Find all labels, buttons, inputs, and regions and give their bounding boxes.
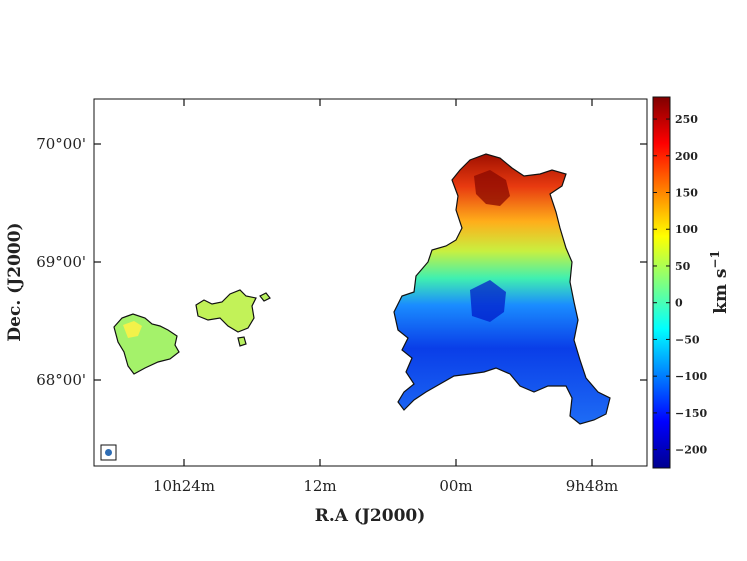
colorbar-tick-label: −200: [675, 444, 708, 457]
main-complex-south-core: [470, 280, 506, 322]
y-tick-label: 69°00': [36, 253, 86, 271]
central-west-clump: [195, 289, 257, 333]
colorbar-tick-label: 200: [675, 150, 698, 163]
colorbar-tick-label: 100: [675, 223, 698, 236]
y-tick-label: 70°00': [36, 135, 86, 153]
colorbar-tick-label: 250: [675, 113, 698, 126]
colorbar: [652, 96, 671, 469]
colorbar-tick-label: 0: [675, 297, 683, 310]
x-tick-label: 10h24m: [153, 477, 215, 495]
colorbar-title-unit: km s: [711, 269, 731, 314]
y-axis-title: Dec. (J2000): [5, 222, 25, 341]
colorbar-tick-label: 150: [675, 187, 698, 200]
x-axis-ticks: [183, 99, 593, 466]
emission-regions: [113, 153, 611, 425]
y-tick-label: 68°00': [36, 371, 86, 389]
colorbar-ticks: 250 200 150 100 50 0 −50 −100 −150 −200: [653, 113, 708, 457]
beam-box: [100, 444, 117, 461]
x-tick-label: 12m: [303, 477, 336, 495]
colorbar-tick-label: −100: [675, 370, 708, 383]
y-axis-ticks: [94, 143, 647, 381]
x-tick-label: 9h48m: [566, 477, 619, 495]
western-clump-core: [123, 321, 142, 338]
colorbar-tick-label: 50: [675, 260, 691, 273]
colorbar-tick-label: −50: [675, 333, 700, 346]
x-tick-label: 00m: [439, 477, 472, 495]
colorbar-title: km s−1: [708, 250, 731, 314]
colorbar-title-exponent: −1: [708, 250, 722, 268]
x-axis-title: R.A (J2000): [315, 506, 426, 526]
colorbar-tick-label: −150: [675, 407, 708, 420]
small-fragment: [259, 292, 271, 302]
main-complex-north-peak: [474, 170, 510, 206]
small-fragment: [237, 336, 247, 347]
beam-marker: [105, 449, 112, 456]
